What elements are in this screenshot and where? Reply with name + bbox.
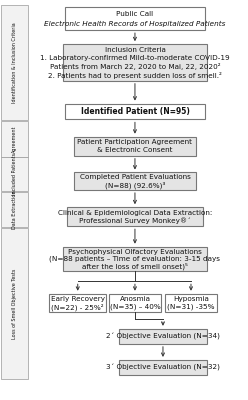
FancyBboxPatch shape bbox=[109, 294, 161, 312]
Text: Inclusion Criteria: Inclusion Criteria bbox=[104, 47, 165, 53]
Text: (N=88 patients – Time of evaluation: 3-15 days: (N=88 patients – Time of evaluation: 3-1… bbox=[49, 256, 220, 262]
Text: Anosmia: Anosmia bbox=[120, 296, 151, 302]
Text: (N=35) – 40%: (N=35) – 40% bbox=[110, 304, 160, 310]
Text: Agreement: Agreement bbox=[12, 125, 17, 152]
Text: after the loss of smell onset)⁵: after the loss of smell onset)⁵ bbox=[82, 263, 188, 270]
Text: (N=88) (92.6%)³: (N=88) (92.6%)³ bbox=[105, 181, 165, 189]
Text: Early Recovery: Early Recovery bbox=[51, 296, 105, 302]
Text: 3´ Objective Evaluation (N=32): 3´ Objective Evaluation (N=32) bbox=[106, 364, 220, 371]
FancyBboxPatch shape bbox=[119, 360, 207, 375]
FancyBboxPatch shape bbox=[65, 7, 205, 30]
Text: Clinical & Epidemiological Data Extraction:: Clinical & Epidemiological Data Extracti… bbox=[58, 210, 212, 216]
Text: 2. Patients had to present sudden loss of smell.²: 2. Patients had to present sudden loss o… bbox=[48, 72, 222, 79]
Text: Completed Patient Evaluations: Completed Patient Evaluations bbox=[80, 174, 190, 180]
FancyBboxPatch shape bbox=[1, 228, 28, 379]
Text: (N=31) -35%: (N=31) -35% bbox=[167, 304, 215, 310]
Text: Hyposmia: Hyposmia bbox=[173, 296, 209, 302]
Text: Patients from March 22, 2020 to Mai, 22, 2020²: Patients from March 22, 2020 to Mai, 22,… bbox=[50, 63, 220, 70]
FancyBboxPatch shape bbox=[165, 294, 217, 312]
Text: 1. Laboratory-confirmed Mild-to-moderate COVID-19: 1. Laboratory-confirmed Mild-to-moderate… bbox=[40, 55, 230, 61]
FancyBboxPatch shape bbox=[1, 6, 28, 120]
FancyBboxPatch shape bbox=[1, 121, 28, 156]
FancyBboxPatch shape bbox=[62, 44, 207, 81]
FancyBboxPatch shape bbox=[65, 104, 205, 120]
Text: Electronic Health Records of Hospitalized Patients: Electronic Health Records of Hospitalize… bbox=[44, 21, 226, 27]
Text: 2´ Objective Evaluation (N=34): 2´ Objective Evaluation (N=34) bbox=[106, 333, 220, 340]
Text: (N=22) - 25%²: (N=22) - 25%² bbox=[51, 303, 104, 310]
FancyBboxPatch shape bbox=[1, 192, 28, 227]
Text: Public Call: Public Call bbox=[116, 11, 154, 17]
Text: Loss of Smell Objective Tests: Loss of Smell Objective Tests bbox=[12, 268, 17, 339]
Text: Identified Patient (N=95): Identified Patient (N=95) bbox=[81, 107, 189, 116]
FancyBboxPatch shape bbox=[119, 329, 207, 344]
Text: Professional Survey Monkey®´: Professional Survey Monkey®´ bbox=[79, 218, 191, 224]
FancyBboxPatch shape bbox=[74, 172, 196, 190]
FancyBboxPatch shape bbox=[62, 247, 207, 271]
Text: Included Patients: Included Patients bbox=[12, 153, 17, 195]
FancyBboxPatch shape bbox=[67, 207, 203, 226]
FancyBboxPatch shape bbox=[1, 157, 28, 191]
Text: Data Extraction: Data Extraction bbox=[12, 190, 17, 229]
Text: Patient Participation Agreement: Patient Participation Agreement bbox=[77, 139, 192, 145]
Text: & Electronic Consent: & Electronic Consent bbox=[97, 147, 173, 153]
Text: Identification & Inclusion Criteria: Identification & Inclusion Criteria bbox=[12, 22, 17, 103]
FancyBboxPatch shape bbox=[74, 137, 196, 156]
Text: Psychophysical Olfactory Evaluations: Psychophysical Olfactory Evaluations bbox=[68, 248, 202, 254]
FancyBboxPatch shape bbox=[49, 294, 106, 312]
